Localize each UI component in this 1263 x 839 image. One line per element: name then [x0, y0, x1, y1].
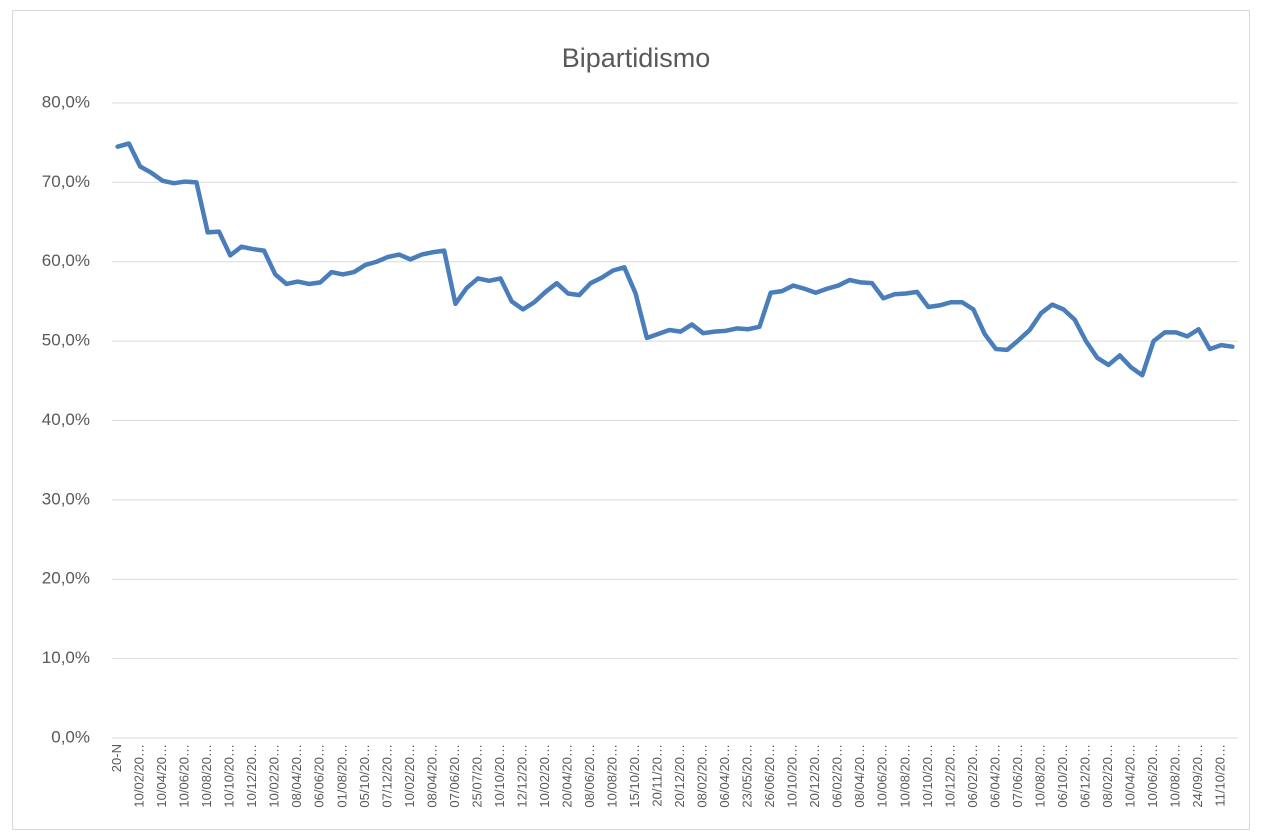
x-tick-label: 05/10/20…	[357, 744, 372, 808]
x-tick-label: 06/10/20…	[1055, 744, 1070, 808]
y-tick-label: 10,0%	[42, 648, 90, 667]
x-tick-label: 08/02/20…	[695, 744, 710, 808]
x-tick-label: 20-N	[109, 744, 124, 772]
y-tick-label: 0,0%	[51, 727, 90, 746]
x-tick-label: 10/04/20…	[154, 744, 169, 808]
chart-title: Bipartidismo	[562, 43, 711, 73]
x-tick-label: 10/02/20…	[132, 744, 147, 808]
x-tick-label: 08/06/20…	[582, 744, 597, 808]
x-tick-label: 26/06/20…	[762, 744, 777, 808]
x-tick-label: 10/10/20…	[920, 744, 935, 808]
x-tick-label: 10/12/20…	[244, 744, 259, 808]
x-tick-label: 20/12/20…	[807, 744, 822, 808]
x-tick-label: 12/12/20…	[514, 744, 529, 808]
y-tick-label: 50,0%	[42, 331, 90, 350]
x-tick-label: 15/10/20…	[627, 744, 642, 808]
x-tick-label: 11/10/20…	[1213, 744, 1228, 807]
data-line	[115, 141, 1235, 378]
x-tick-label: 10/10/20…	[222, 744, 237, 808]
x-tick-label: 24/09/20…	[1190, 744, 1205, 808]
x-tick-label: 10/08/20…	[199, 744, 214, 808]
x-tick-label: 10/06/20…	[1145, 744, 1160, 808]
y-tick-label: 40,0%	[42, 410, 90, 429]
x-tick-label: 10/06/20…	[177, 744, 192, 808]
x-tick-label: 10/08/20…	[605, 744, 620, 808]
x-tick-label: 10/06/20…	[875, 744, 890, 808]
x-tick-label: 07/06/20…	[447, 744, 462, 808]
x-tick-label: 01/08/20…	[334, 744, 349, 808]
x-tick-label: 07/06/20…	[1010, 744, 1025, 808]
x-tick-label: 10/08/20…	[1168, 744, 1183, 808]
x-tick-label: 10/10/20…	[785, 744, 800, 808]
x-tick-label: 08/04/20…	[424, 744, 439, 808]
y-tick-label: 30,0%	[42, 489, 90, 508]
x-tick-label: 10/08/20…	[1032, 744, 1047, 808]
x-tick-label: 08/04/20…	[852, 744, 867, 808]
x-tick-label: 06/12/20…	[1077, 744, 1092, 808]
x-tick-label: 10/04/20…	[1122, 744, 1137, 808]
x-tick-label: 20/04/20…	[559, 744, 574, 808]
x-tick-label: 20/11/20…	[650, 744, 665, 807]
x-tick-label: 06/04/20…	[987, 744, 1002, 808]
x-tick-label: 10/08/20…	[897, 744, 912, 808]
x-tick-label: 10/02/20…	[537, 744, 552, 808]
x-tick-label: 08/04/20…	[289, 744, 304, 808]
x-tick-label: 10/02/20…	[402, 744, 417, 808]
y-tick-label: 80,0%	[42, 92, 90, 111]
x-tick-label: 06/02/20…	[965, 744, 980, 808]
x-tick-label: 06/04/20…	[717, 744, 732, 808]
x-tick-label: 10/10/20…	[492, 744, 507, 808]
y-tick-label: 60,0%	[42, 251, 90, 270]
y-tick-label: 20,0%	[42, 569, 90, 588]
x-tick-label: 07/12/20…	[379, 744, 394, 808]
x-tick-label: 25/07/20…	[469, 744, 484, 808]
x-tick-label: 08/02/20…	[1100, 744, 1115, 808]
x-tick-label: 20/12/20…	[672, 744, 687, 808]
x-tick-label: 10/02/20…	[267, 744, 282, 808]
y-tick-label: 70,0%	[42, 172, 90, 191]
x-tick-label: 06/06/20…	[312, 744, 327, 808]
x-tick-label: 23/05/20…	[740, 744, 755, 808]
x-tick-label: 06/02/20…	[830, 744, 845, 808]
x-tick-label: 10/12/20…	[942, 744, 957, 808]
